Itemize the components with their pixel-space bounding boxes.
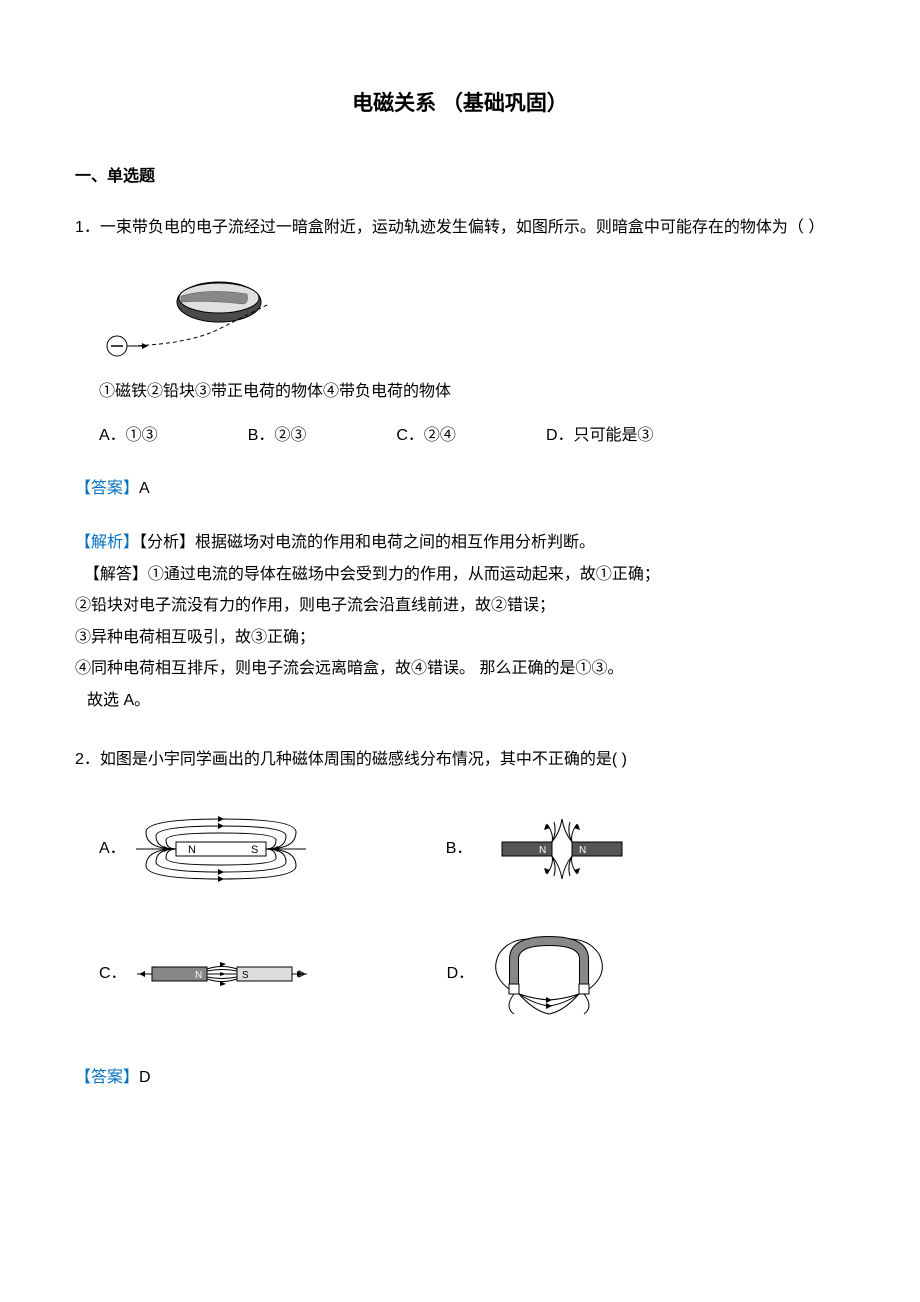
q1-analysis: 【解析】【分析】根据磁场对电流的作用和电荷之间的相互作用分析判断。 【解答】①通… [75,528,845,716]
q2-option-a: A． N S [99,814,306,884]
page-title: 电磁关系 （基础巩固） [75,85,845,123]
q1-statements: ①磁铁②铅块③带正电荷的物体④带负电荷的物体 [99,378,845,407]
q2-answer: 【答案】D [75,1064,845,1093]
q2-option-b-label: B． [446,835,473,864]
solve-1: ①通过电流的导体在磁场中会受到力的作用，从而运动起来，故①正确； [148,566,660,583]
analysis-text: 根据磁场对电流的作用和电荷之间的相互作用分析判断。 [195,534,595,551]
q2-option-d: D． [447,929,615,1019]
answer-value: D [139,1069,151,1086]
answer-label: 【答案】 [75,480,139,497]
answer-label: 【答案】 [75,1069,139,1086]
q2-option-d-label: D． [447,960,475,989]
q2-options: A． N S B． [99,814,845,1019]
solve-4: ④同种电荷相互排斥，则电子流会远离暗盒，故④错误。 那么正确的是①③。 [75,654,845,684]
section-header: 一、单选题 [75,163,845,192]
q2-stem: 2．如图是小宇同学画出的几种磁体周围的磁感线分布情况，其中不正确的是( ) [75,746,845,775]
solve-3: ③异种电荷相互吸引，故③正确； [75,623,845,653]
q1-answer: 【答案】A [75,475,845,504]
q1-option-d: D．只可能是③ [546,422,654,451]
svg-text:N: N [579,845,586,856]
svg-text:N: N [188,844,196,856]
analysis-sublabel: 【分析】 [139,534,195,551]
svg-text:S: S [251,844,258,856]
solve-2: ②铅块对电子流没有力的作用，则电子流会沿直线前进，故②错误； [75,591,845,621]
q1-figure [99,264,845,364]
q2-option-c-label: C． [99,960,127,989]
svg-text:N: N [195,970,202,981]
q1-option-b: B．②③ [248,422,307,451]
analysis-label: 【解析】 [75,534,139,551]
solve-label: 【解答】 [84,566,148,583]
svg-text:N: N [539,845,546,856]
q1-option-a: A．①③ [99,422,158,451]
q1-option-c: C．②④ [396,422,456,451]
solve-final: 故选 A。 [87,686,845,716]
q1-stem: 1．一束带负电的电子流经过一暗盒附近，运动轨迹发生偏转，如图所示。则暗盒中可能存… [75,212,845,244]
answer-value: A [139,480,150,497]
svg-text:S: S [242,970,249,981]
q1-options: A．①③ B．②③ C．②④ D．只可能是③ [99,422,845,451]
q2-option-b: B． N N [446,814,643,884]
q2-option-a-label: A． [99,835,126,864]
q2-option-c: C． N S [99,949,307,999]
